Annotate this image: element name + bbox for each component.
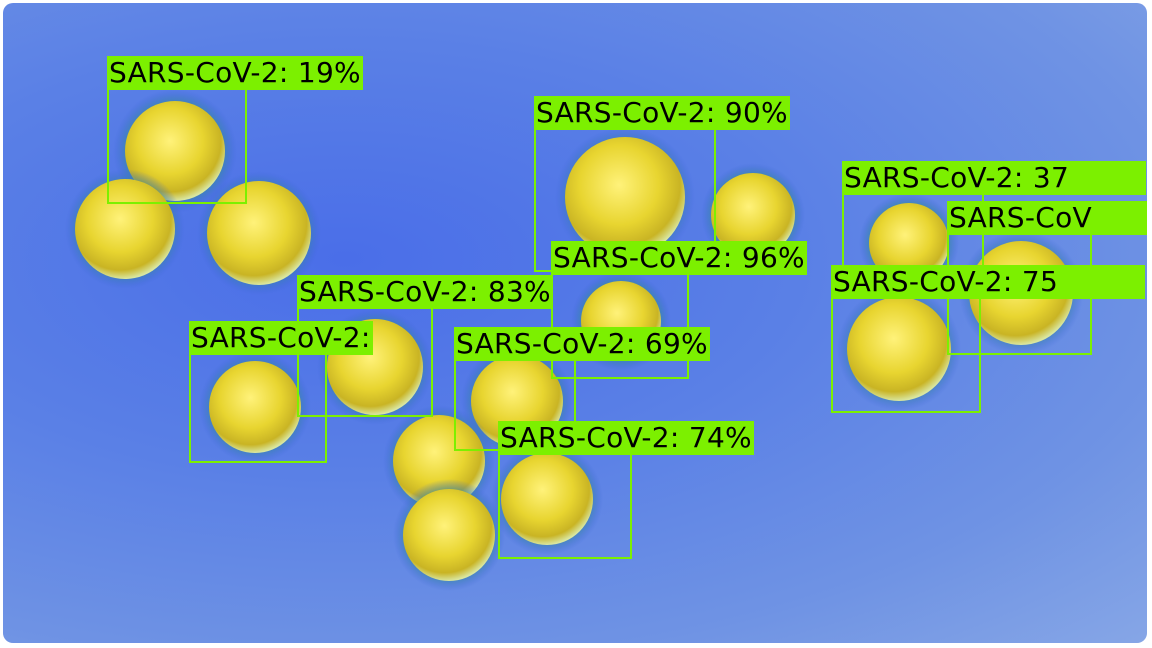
detection-label: SARS-CoV-2: 74% (498, 421, 754, 455)
detection-label: SARS-CoV-2: 69% (454, 327, 710, 361)
detection-box (831, 295, 981, 413)
detection-label: SARS-CoV-2: 90% (534, 96, 790, 130)
detection-label: SARS-CoV-2: 96% (551, 241, 807, 275)
micrograph-image: SARS-CoV-2: 19% SARS-CoV-2: 90% SARS-CoV… (3, 3, 1147, 643)
detection-box (107, 86, 247, 204)
detection-box (189, 351, 327, 463)
detection-box (498, 451, 632, 559)
detection-label: SARS-CoV (947, 201, 1147, 235)
detection-label: SARS-CoV-2: 75 (831, 265, 1145, 299)
detection-label: SARS-CoV-2: 83% (297, 275, 553, 309)
detection-label: SARS-CoV-2: 19% (107, 56, 363, 90)
detection-label: SARS-CoV-2: 37 (842, 161, 1146, 195)
virus-particles (65, 89, 1083, 591)
detection-label: SARS-CoV-2: (189, 321, 373, 355)
